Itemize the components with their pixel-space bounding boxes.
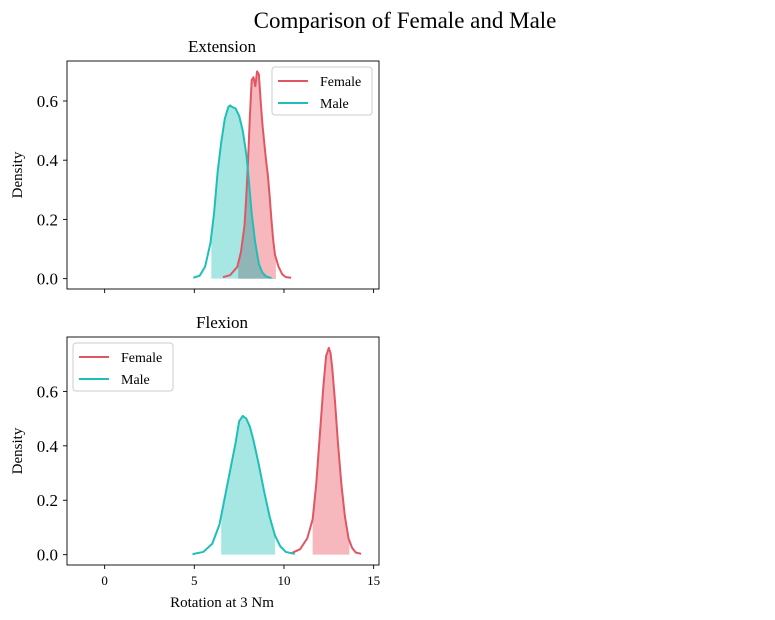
female-density-line (290, 346, 362, 555)
y-tick-label: 0.2 (37, 210, 58, 229)
subplot-title: Extension (188, 37, 256, 56)
y-tick-label: 0.2 (37, 491, 58, 510)
legend-label-female: Female (320, 75, 361, 90)
flexion-panel: 0 5 10 15 0.0 0.2 0.4 0.6 Flexion Density Rotation… (10, 313, 380, 611)
legend-label-male: Male (121, 373, 150, 388)
female-density-line (222, 70, 292, 279)
y-axis-label: Density (10, 427, 26, 474)
male-shaded-area (211, 105, 275, 279)
y-tick-label: 0.0 (37, 270, 58, 289)
x-axis-label: Rotation at 3 Nm (170, 595, 274, 611)
female-shaded-area (312, 348, 350, 555)
x-tick-label: 0 (101, 573, 108, 588)
x-tick-label: 5 (191, 573, 198, 588)
subplot-title: Flexion (196, 313, 248, 332)
overlap-shaded-area (238, 171, 275, 279)
figure-title: Comparison of Female and Male (254, 8, 557, 33)
y-tick-label: 0.6 (37, 92, 58, 111)
y-axis-label: Density (10, 151, 26, 198)
extension-panel: 0.0 0.2 0.4 0.6 Extension Density Female Male (10, 37, 380, 293)
y-tick-label: 0.0 (37, 546, 58, 565)
y-tick-label: 0.4 (37, 151, 59, 170)
legend-label-female: Female (121, 351, 162, 366)
legend: Female Male (271, 66, 373, 116)
y-tick-label: 0.4 (37, 437, 59, 456)
male-density-line (192, 414, 295, 556)
x-tick-label: 15 (367, 573, 380, 588)
legend-label-male: Male (320, 97, 349, 112)
x-tick-label: 10 (277, 573, 290, 588)
male-density-line (193, 104, 272, 279)
legend: Female Male (72, 342, 174, 392)
male-shaded-area (221, 415, 275, 555)
y-tick-label: 0.6 (37, 382, 58, 401)
axes-frame (66, 336, 380, 566)
axes-frame (66, 60, 380, 290)
